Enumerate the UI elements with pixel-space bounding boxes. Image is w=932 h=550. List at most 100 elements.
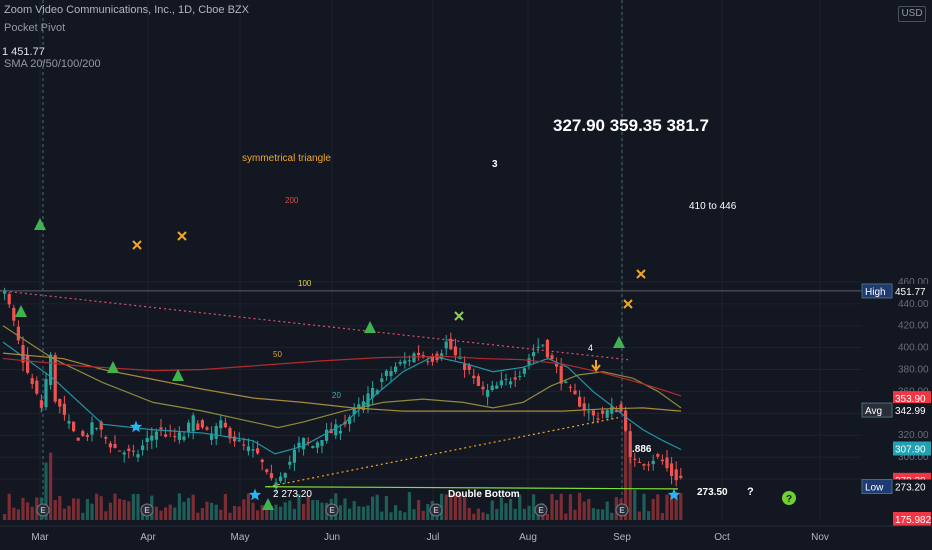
indicator-sma[interactable]: SMA 20/50/100/200 xyxy=(4,58,101,70)
volume-bar xyxy=(191,494,195,520)
price-tick: 400.00 xyxy=(898,343,929,354)
time-tick: Jun xyxy=(324,532,340,543)
price-tag xyxy=(893,403,931,418)
candle-body xyxy=(233,436,237,442)
earnings-icon[interactable] xyxy=(429,503,443,517)
volume-bar xyxy=(582,501,586,520)
high-marker: 1 451.77 xyxy=(0,46,47,58)
candle-body xyxy=(614,410,618,413)
price-targets: 327.90 359.35 381.7 xyxy=(553,116,709,135)
candle-body xyxy=(417,352,421,356)
volume-bar xyxy=(444,494,448,520)
candle-body xyxy=(118,450,122,452)
candle-body xyxy=(486,389,490,397)
star-marker xyxy=(667,488,681,501)
candle-body xyxy=(95,428,99,430)
candle-body xyxy=(53,355,57,402)
price-tag-label: Low xyxy=(865,482,884,493)
price-tick: 420.00 xyxy=(898,321,929,332)
pocket-pivot-marker xyxy=(613,336,625,348)
earnings-icon[interactable] xyxy=(140,503,154,517)
sma-cross-marker xyxy=(636,269,646,279)
volume-bar xyxy=(398,510,402,520)
volume-bar xyxy=(154,506,158,520)
volume-bar xyxy=(453,494,457,520)
volume-bar xyxy=(233,505,237,520)
candle-body xyxy=(366,393,370,408)
volume-bar xyxy=(412,509,416,520)
candle-body xyxy=(660,459,664,462)
sma-cross-marker xyxy=(132,240,142,250)
indicator-pocket-pivot[interactable]: Pocket Pivot xyxy=(4,22,66,34)
volume-bar xyxy=(472,513,476,520)
volume-bar xyxy=(426,503,430,520)
sma-cross-marker xyxy=(454,311,464,321)
candle-body xyxy=(196,423,200,430)
volume-bar xyxy=(85,498,89,520)
candle-body xyxy=(72,421,76,432)
volume-bar xyxy=(260,505,264,520)
price-tick: 300.00 xyxy=(898,452,929,463)
candle-body xyxy=(463,363,467,370)
volume-bar xyxy=(628,443,632,520)
earnings-label: E xyxy=(329,506,335,515)
volume-bar xyxy=(58,496,62,520)
candle-body xyxy=(210,433,214,440)
volume-bar xyxy=(637,511,641,520)
candle-body xyxy=(260,459,264,463)
earnings-icon[interactable] xyxy=(325,503,339,517)
volume-bar xyxy=(394,505,398,520)
candle-body xyxy=(141,445,145,451)
earnings-icon[interactable] xyxy=(36,503,50,517)
candle-body xyxy=(12,307,16,321)
volume-bar xyxy=(476,508,480,520)
volume-bar xyxy=(596,509,600,520)
candle-body xyxy=(522,368,526,374)
candle-body xyxy=(601,410,605,414)
volume-bar xyxy=(242,499,246,520)
candle-body xyxy=(504,378,508,380)
candle-body xyxy=(274,482,278,489)
candle-body xyxy=(674,469,678,481)
candle-body xyxy=(453,346,457,356)
price-axis[interactable]: 280.00300.00320.00340.00360.00380.00400.… xyxy=(861,0,932,550)
help-icon[interactable] xyxy=(782,491,796,505)
time-tick: Apr xyxy=(140,532,156,543)
question-mark: ? xyxy=(747,486,754,498)
sma-100-line xyxy=(2,352,682,412)
volume-bar xyxy=(384,495,388,520)
volume-bar xyxy=(315,500,319,520)
candle-body xyxy=(476,376,480,386)
volume-bar xyxy=(113,493,117,520)
price-tag-label: Avg xyxy=(865,406,882,417)
price-tag xyxy=(893,512,931,526)
candle-body xyxy=(559,365,563,384)
volume-bar xyxy=(357,506,361,520)
volume-bar xyxy=(568,494,572,520)
volume-bar xyxy=(449,494,453,520)
candle-body xyxy=(7,293,11,305)
volume-bar xyxy=(228,512,232,520)
candle-body xyxy=(49,354,53,385)
earnings-icon[interactable] xyxy=(615,503,629,517)
candle-body xyxy=(223,422,227,428)
low-marker: 2 273.20 xyxy=(273,489,312,500)
candle-body xyxy=(177,432,181,440)
currency-button[interactable]: USD xyxy=(898,6,926,22)
down-arrow xyxy=(591,360,601,372)
volume-bar xyxy=(99,496,103,520)
volume-bar xyxy=(200,507,204,520)
volume-bar xyxy=(504,503,508,520)
candle-body xyxy=(320,439,324,446)
candle-body xyxy=(348,417,352,424)
price-tag-label-bg xyxy=(861,402,893,418)
support-value: 273.50 xyxy=(697,487,728,498)
candle-body xyxy=(108,443,112,448)
time-axis[interactable]: Mar Apr May Jun Jul Aug Sep Oct Nov xyxy=(0,525,932,550)
time-tick: May xyxy=(231,532,250,543)
candle-body xyxy=(122,452,126,455)
volume-bar xyxy=(292,508,296,520)
earnings-icon[interactable] xyxy=(534,503,548,517)
volume-bar xyxy=(578,492,582,520)
